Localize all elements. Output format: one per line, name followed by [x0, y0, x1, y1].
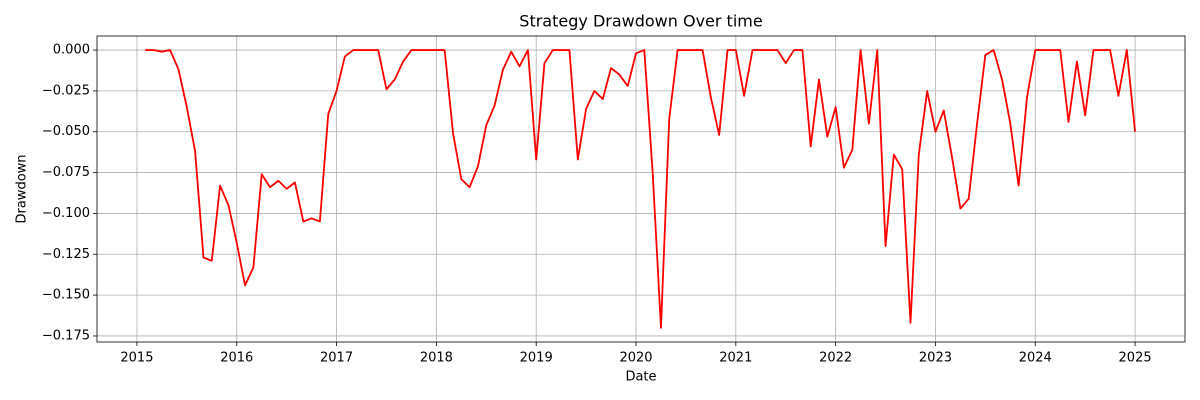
y-tick-label: −0.075	[42, 165, 90, 180]
y-tick-label: 0.000	[53, 43, 90, 58]
x-tick-label: 2020	[619, 351, 652, 366]
x-tick-label: 2022	[819, 351, 852, 366]
chart-title: Strategy Drawdown Over time	[519, 12, 762, 31]
line	[145, 49, 1136, 329]
x-tick-label: 2019	[520, 351, 553, 366]
y-axis-label: Drawdown	[15, 154, 30, 223]
y-tick-label: −0.025	[42, 83, 90, 98]
plot-frame	[96, 35, 1186, 343]
x-tick-label: 2018	[420, 351, 453, 366]
x-tick-label: 2023	[919, 351, 952, 366]
y-tick-label: −0.175	[42, 328, 90, 343]
y-tick-label: −0.125	[42, 247, 90, 262]
x-tick-label: 2024	[1019, 351, 1052, 366]
y-tick-label: −0.150	[42, 288, 90, 303]
x-tick-label: 2017	[320, 351, 353, 366]
x-tick-label: 2015	[120, 351, 153, 366]
y-tick-label: −0.100	[42, 206, 90, 221]
y-tick-label: −0.050	[42, 124, 90, 139]
x-tick-label: 2025	[1119, 351, 1152, 366]
x-tick-label: 2021	[719, 351, 752, 366]
x-axis-label: Date	[625, 370, 656, 385]
x-tick-label: 2016	[220, 351, 253, 366]
